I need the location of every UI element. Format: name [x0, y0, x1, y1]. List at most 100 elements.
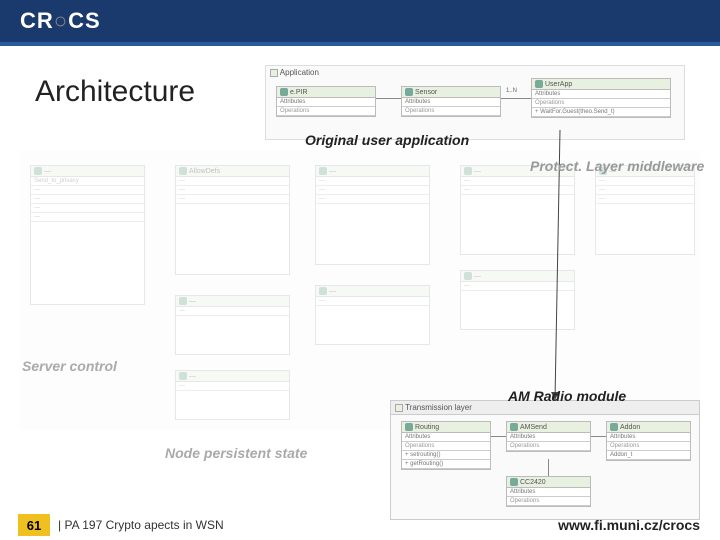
annotation-protect: Protect. Layer middleware	[530, 158, 704, 174]
annotation-original: Original user application	[305, 132, 469, 148]
uml-section: —	[461, 186, 574, 195]
uml-class-name: —	[474, 168, 481, 175]
uml-section: + getRouting()	[402, 460, 490, 469]
uml-section: —	[316, 177, 429, 186]
annotation-server: Server control	[22, 358, 117, 374]
uml-faded-5: — — — —	[595, 165, 695, 255]
class-icon	[464, 272, 472, 280]
uml-section: —	[316, 186, 429, 195]
package-icon	[395, 404, 403, 412]
uml-class-name: Routing	[415, 424, 439, 431]
uml-faded-2: AllowDefs — — —	[175, 165, 290, 275]
app-header: Application	[270, 68, 319, 77]
connector	[491, 436, 506, 437]
uml-faded-1: — Send_to_privacy — — — —	[30, 165, 145, 305]
uml-amsend: AMSend Attributes Operations	[506, 421, 591, 452]
uml-class-name: —	[474, 273, 481, 280]
uml-faded-2c: — —	[175, 370, 290, 420]
annotation-am: AM Radio module	[508, 388, 626, 404]
uml-faded-3: — — — —	[315, 165, 430, 265]
uml-class-name: Sensor	[415, 89, 437, 96]
footer: 61 | PA 197 Crypto apects in WSN www.fi.…	[0, 510, 720, 540]
uml-section: + setrouting()	[402, 451, 490, 460]
uml-cc2420: CC2420 Attributes Operations	[506, 476, 591, 507]
annotation-node: Node persistent state	[165, 445, 307, 461]
class-icon	[179, 372, 187, 380]
uml-faded-2b: — —	[175, 295, 290, 355]
uml-class-name: —	[189, 298, 196, 305]
uml-class-name: —	[44, 168, 51, 175]
logo-p3: CS	[68, 8, 101, 33]
uml-section: Send_to_privacy	[31, 177, 144, 186]
uml-section: Operations	[507, 497, 590, 506]
class-icon	[34, 167, 42, 175]
uml-section: Attributes	[507, 433, 590, 442]
footer-url: www.fi.muni.cz/crocs	[558, 517, 700, 533]
uml-class-name: Addon	[620, 424, 640, 431]
class-icon	[280, 88, 288, 96]
uml-class-name: CC2420	[520, 479, 546, 486]
logo: CR○CS	[20, 8, 101, 34]
uml-section: Operations	[507, 442, 590, 451]
uml-addon: Addon Attributes Operations Addon_t	[606, 421, 691, 461]
page-number: 61	[18, 514, 50, 536]
uml-class-name: e.PIR	[290, 89, 308, 96]
uml-faded-4: — — —	[460, 165, 575, 255]
uml-class-name: —	[329, 168, 336, 175]
page-title: Architecture	[35, 75, 195, 109]
class-icon	[510, 478, 518, 486]
uml-section: —	[461, 177, 574, 186]
uml-section: —	[176, 195, 289, 204]
uml-section: —	[176, 307, 289, 316]
uml-section: Operations	[607, 442, 690, 451]
connector	[501, 98, 531, 99]
uml-routing: Routing Attributes Operations + setrouti…	[401, 421, 491, 470]
app-header-label: Application	[280, 68, 319, 77]
uml-faded-3b: — —	[315, 285, 430, 345]
uml-section: + WaitFor.Guest(theo.Send_t)	[532, 108, 670, 117]
uml-section: —	[596, 177, 694, 186]
uml-sensor: Sensor Attributes Operations	[401, 86, 501, 117]
uml-section: —	[176, 382, 289, 391]
uml-userapp: UserApp Attributes Operations + WaitFor.…	[531, 78, 671, 118]
uml-section: Operations	[277, 107, 375, 116]
uml-section: —	[461, 282, 574, 291]
uml-class-name: AMSend	[520, 424, 547, 431]
class-icon	[319, 167, 327, 175]
uml-section: —	[316, 195, 429, 204]
connector	[548, 459, 549, 476]
app-diagram-bg: Application e.PIR Attributes Operations …	[265, 65, 685, 140]
uml-section: Addon_t	[607, 451, 690, 460]
uml-section: Attributes	[607, 433, 690, 442]
class-icon	[405, 88, 413, 96]
uml-section: Attributes	[532, 90, 670, 99]
uml-section: —	[31, 204, 144, 213]
class-icon	[510, 423, 518, 431]
uml-section: Attributes	[507, 488, 590, 497]
connector	[591, 436, 606, 437]
uml-section: —	[596, 186, 694, 195]
uml-faded-4b: — —	[460, 270, 575, 330]
footer-text: | PA 197 Crypto apects in WSN	[58, 518, 224, 532]
class-icon	[464, 167, 472, 175]
logo-p2: ○	[54, 8, 68, 33]
class-icon	[535, 80, 543, 88]
uml-class-name: —	[189, 373, 196, 380]
connector	[376, 98, 401, 99]
am-header-label: Transmission layer	[405, 403, 472, 412]
uml-section: —	[31, 213, 144, 222]
uml-section: —	[176, 186, 289, 195]
logo-p1: CR	[20, 8, 54, 33]
uml-class-name: UserApp	[545, 81, 572, 88]
am-radio-group: Transmission layer Routing Attributes Op…	[390, 400, 700, 520]
link-label: 1..N	[506, 88, 517, 94]
class-icon	[610, 423, 618, 431]
class-icon	[179, 167, 187, 175]
header-bar: CR○CS	[0, 0, 720, 42]
class-icon	[319, 287, 327, 295]
class-icon	[405, 423, 413, 431]
uml-section: —	[316, 297, 429, 306]
uml-section: —	[596, 195, 694, 204]
package-icon	[270, 69, 278, 77]
uml-section: Operations	[402, 107, 500, 116]
